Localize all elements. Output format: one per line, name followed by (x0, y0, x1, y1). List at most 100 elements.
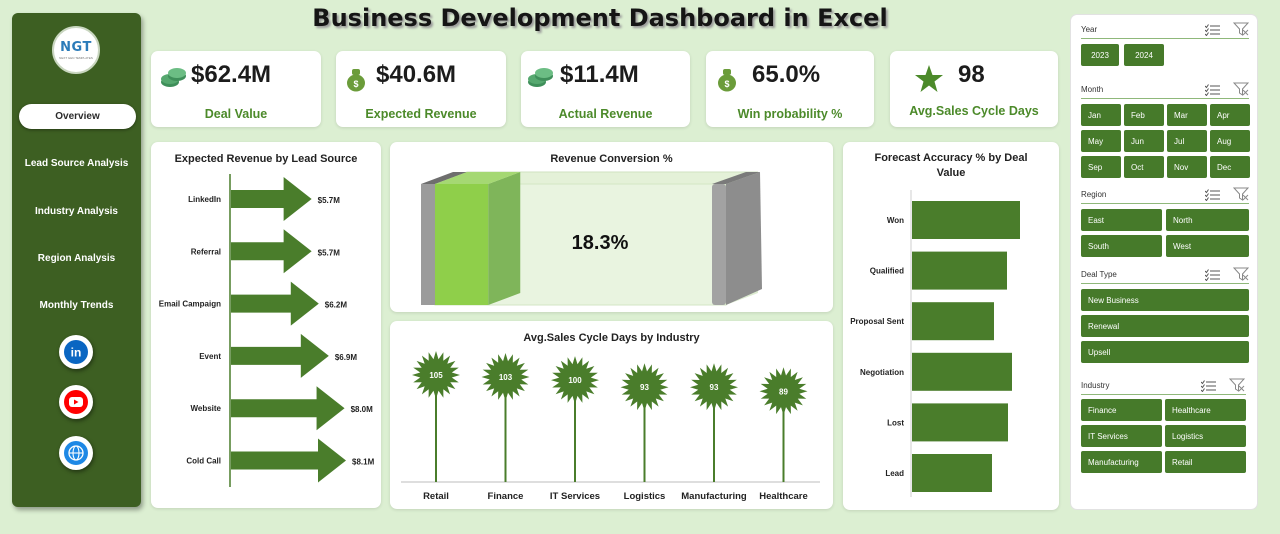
revenue-conversion-panel: Revenue Conversion % 18.3% (390, 142, 833, 312)
lollipop-burst (620, 363, 669, 412)
sales-cycle-chart: 105 Retail 103 Finance 100 IT Services 93 Logis… (401, 351, 820, 502)
clear-filter-icon[interactable] (1232, 267, 1250, 286)
category-label: Logistics (624, 491, 666, 502)
chart-title: Avg.Sales Cycle Days by Industry (523, 332, 700, 344)
data-label: $6.2M (325, 301, 348, 310)
globe-button[interactable] (59, 436, 93, 470)
slicer-industry-retail[interactable]: Retail (1165, 451, 1246, 473)
slicer-month-oct[interactable]: Oct (1124, 156, 1164, 178)
page-title: Business Development Dashboard in Excel (312, 4, 888, 32)
slicer-label-month: Month (1081, 85, 1104, 94)
slicer-month-jun[interactable]: Jun (1124, 130, 1164, 152)
category-label: Finance (488, 491, 524, 502)
slicer-year-2024[interactable]: 2024 (1124, 44, 1164, 66)
slicer-region-west[interactable]: West (1166, 235, 1249, 257)
kpi-label: Deal Value (204, 107, 268, 121)
clear-filter-icon[interactable] (1232, 82, 1250, 101)
slicer-month-jul[interactable]: Jul (1167, 130, 1207, 152)
slicer-label-region: Region (1081, 190, 1107, 199)
slicer-month-sep[interactable]: Sep (1081, 156, 1121, 178)
progress-fill (435, 184, 489, 305)
nav-lead-source-analysis[interactable]: Lead Source Analysis (24, 158, 129, 169)
slicer-region-north[interactable]: North (1166, 209, 1249, 231)
divider (1081, 203, 1249, 204)
slicer-industry-manufacturing[interactable]: Manufacturing (1081, 451, 1162, 473)
category-label: Referral (191, 247, 221, 256)
slicer-month-mar[interactable]: Mar (1167, 104, 1207, 126)
bar-arrow (231, 177, 312, 221)
slicer-month-apr[interactable]: Apr (1210, 104, 1250, 126)
kpi-value: 65.0% (752, 61, 821, 88)
bar-arrow (231, 438, 346, 483)
slicer-region-east[interactable]: East (1081, 209, 1162, 231)
slicer-month-jan[interactable]: Jan (1081, 104, 1121, 126)
lollipop-burst (412, 351, 460, 399)
category-label: Healthcare (759, 491, 808, 502)
category-label: Website (190, 404, 221, 413)
category-label: IT Services (550, 491, 600, 502)
slicer-industry-finance[interactable]: Finance (1081, 399, 1162, 421)
bar (912, 403, 1008, 442)
linkedin-icon: in (64, 340, 88, 364)
slicer-month-aug[interactable]: Aug (1210, 130, 1250, 152)
clear-filter-icon[interactable] (1232, 22, 1250, 41)
svg-text:$: $ (353, 79, 358, 89)
multi-select-icon[interactable] (1204, 23, 1221, 41)
data-label: 100 (568, 376, 582, 385)
multi-select-icon[interactable] (1204, 268, 1221, 286)
svg-text:in: in (71, 346, 82, 360)
kpi-card-actual-revenue: $11.4M Actual Revenue (521, 51, 690, 127)
slicer-industry-healthcare[interactable]: Healthcare (1165, 399, 1246, 421)
right-cap-side (726, 172, 762, 305)
linkedin-button[interactable]: in (59, 335, 93, 369)
divider (1081, 38, 1249, 39)
clear-filter-icon[interactable] (1232, 187, 1250, 206)
slicer-industry-it-services[interactable]: IT Services (1081, 425, 1162, 447)
multi-select-icon[interactable] (1200, 379, 1217, 397)
left-cap (421, 184, 435, 305)
divider (1081, 98, 1249, 99)
slicer-industry-logistics[interactable]: Logistics (1165, 425, 1246, 447)
kpi-card-avg-sales-cycle: 98 Avg.Sales Cycle Days (890, 51, 1058, 127)
lollipop-burst (481, 353, 530, 401)
youtube-icon (64, 390, 88, 414)
slicer-month-may[interactable]: May (1081, 130, 1121, 152)
data-label: $8.1M (352, 458, 375, 467)
nav-region-analysis[interactable]: Region Analysis (37, 253, 116, 264)
category-label: Cold Call (186, 457, 221, 466)
svg-text:$: $ (724, 79, 729, 89)
youtube-button[interactable] (59, 385, 93, 419)
kpi-label: Avg.Sales Cycle Days (909, 104, 1039, 118)
kpi-label: Actual Revenue (558, 107, 653, 121)
left-cap-top (421, 172, 467, 184)
multi-select-icon[interactable] (1204, 83, 1221, 101)
multi-select-icon[interactable] (1204, 188, 1221, 206)
data-label: $5.7M (318, 248, 341, 257)
bar (912, 454, 992, 492)
money-bag-icon: $ (718, 69, 736, 92)
slicer-month-feb[interactable]: Feb (1124, 104, 1164, 126)
forecast-accuracy-chart: Won Qualified Proposal Sent Negotiation Lost… (850, 190, 1020, 497)
clear-filter-icon[interactable] (1228, 378, 1246, 397)
slicer-region-south[interactable]: South (1081, 235, 1162, 257)
slicer-dealtype-new-business[interactable]: New Business (1081, 289, 1249, 311)
nav-monthly-trends[interactable]: Monthly Trends (39, 300, 114, 311)
slicer-year-2023[interactable]: 2023 (1081, 44, 1119, 66)
slicer-dealtype-upsell[interactable]: Upsell (1081, 341, 1249, 363)
slicer-month-nov[interactable]: Nov (1167, 156, 1207, 178)
right-cap-top (712, 172, 760, 184)
slicer-label-industry: Industry (1081, 381, 1110, 390)
slicer-month-dec[interactable]: Dec (1210, 156, 1250, 178)
kpi-label: Expected Revenue (365, 107, 477, 121)
kpi-value: $40.6M (376, 61, 457, 88)
data-label: $6.9M (335, 353, 358, 362)
slicer-dealtype-renewal[interactable]: Renewal (1081, 315, 1249, 337)
nav-industry-analysis[interactable]: Industry Analysis (35, 206, 118, 217)
nav-overview[interactable]: Overview (19, 104, 136, 129)
lollipop-burst (551, 356, 599, 405)
bar-arrow (231, 333, 329, 378)
lead-source-chart-panel: Expected Revenue by Lead Source LinkedIn… (151, 142, 381, 508)
category-label: Negotiation (860, 368, 904, 377)
data-label: 103 (499, 373, 513, 382)
divider (1081, 283, 1249, 284)
